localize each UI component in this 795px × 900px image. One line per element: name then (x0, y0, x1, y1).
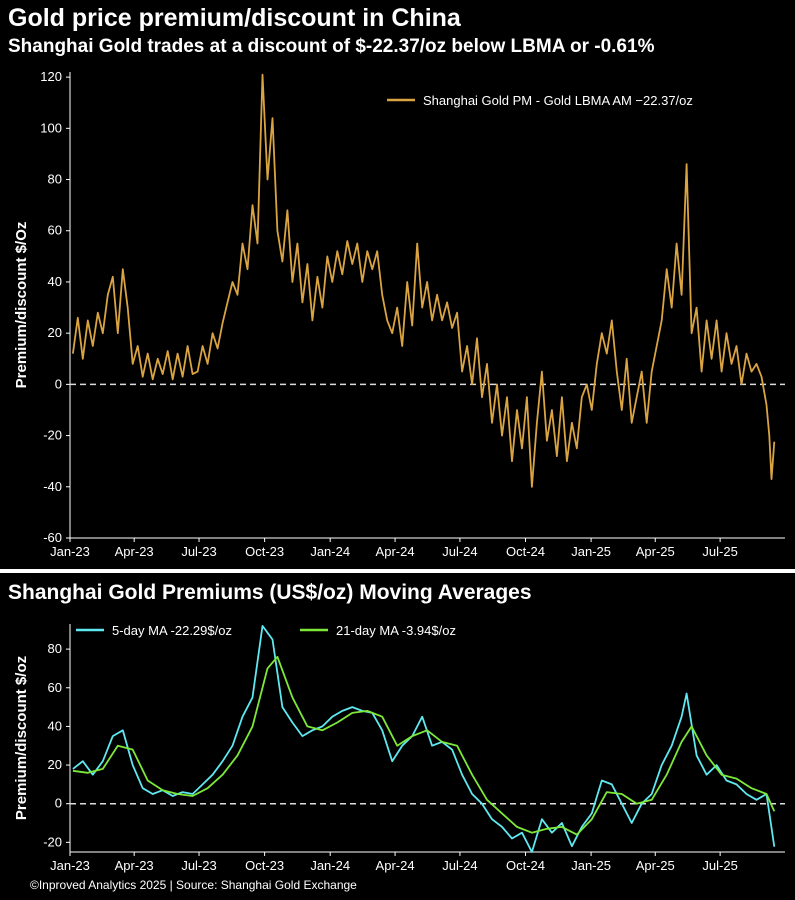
y-tick-label: 120 (40, 69, 62, 84)
chart-subtitle: Shanghai Gold trades at a discount of $-… (8, 36, 655, 57)
y-tick-label: 40 (48, 274, 62, 289)
x-tick-label: Jul-25 (702, 544, 737, 559)
y-tick-label: 0 (55, 376, 62, 391)
x-tick-label: Jan-25 (571, 858, 611, 873)
series-line-1 (72, 625, 776, 853)
x-tick-label: Apr-23 (115, 544, 154, 559)
x-tick-label: Oct-23 (245, 544, 284, 559)
series-line-1 (72, 73, 776, 488)
legend-label: 21-day MA -3.94$/oz (336, 623, 456, 638)
y-tick-label: 60 (48, 223, 62, 238)
legend-label: 5-day MA -22.29$/oz (112, 623, 232, 638)
x-tick-label: Oct-24 (506, 858, 545, 873)
y-tick-label: -60 (43, 530, 62, 545)
y-axis-label: Premium/discount $/oz (13, 656, 30, 820)
y-tick-label: 60 (48, 680, 62, 695)
y-tick-label: 0 (55, 796, 62, 811)
legend-label: Shanghai Gold PM - Gold LBMA AM −22.37/o… (423, 93, 693, 108)
x-tick-label: Apr-24 (376, 544, 415, 559)
x-tick-label: Jan-25 (571, 544, 611, 559)
x-tick-label: Jan-23 (50, 544, 90, 559)
x-tick-label: Jul-25 (702, 858, 737, 873)
y-tick-label: 20 (48, 325, 62, 340)
chart-title: Gold price premium/discount in China (8, 4, 461, 32)
source-footer: ©Inproved Analytics 2025 | Source: Shang… (30, 878, 357, 892)
y-tick-label: 80 (48, 641, 62, 656)
ma-chart-title: Shanghai Gold Premiums (US$/oz) Moving A… (8, 581, 532, 604)
x-tick-label: Jul-23 (181, 858, 216, 873)
x-tick-label: Apr-25 (636, 544, 675, 559)
series-line-2 (72, 655, 776, 836)
y-axis-label: Premium/discount $/Oz (13, 222, 30, 389)
y-tick-label: 100 (40, 120, 62, 135)
y-tick-label: 20 (48, 757, 62, 772)
y-tick-label: 40 (48, 718, 62, 733)
x-tick-label: Apr-23 (115, 858, 154, 873)
x-tick-label: Jan-23 (50, 858, 90, 873)
x-tick-label: Jul-24 (442, 544, 477, 559)
x-tick-label: Oct-23 (245, 858, 284, 873)
x-tick-label: Jan-24 (310, 544, 350, 559)
y-tick-label: -20 (43, 428, 62, 443)
y-tick-label: -40 (43, 479, 62, 494)
x-tick-label: Jan-24 (310, 858, 350, 873)
panel-divider (0, 569, 795, 573)
x-tick-label: Oct-24 (506, 544, 545, 559)
x-tick-label: Jul-23 (181, 544, 216, 559)
x-tick-label: Apr-25 (636, 858, 675, 873)
y-tick-label: 80 (48, 172, 62, 187)
y-tick-label: -20 (43, 834, 62, 849)
x-tick-label: Jul-24 (442, 858, 477, 873)
x-tick-label: Apr-24 (376, 858, 415, 873)
